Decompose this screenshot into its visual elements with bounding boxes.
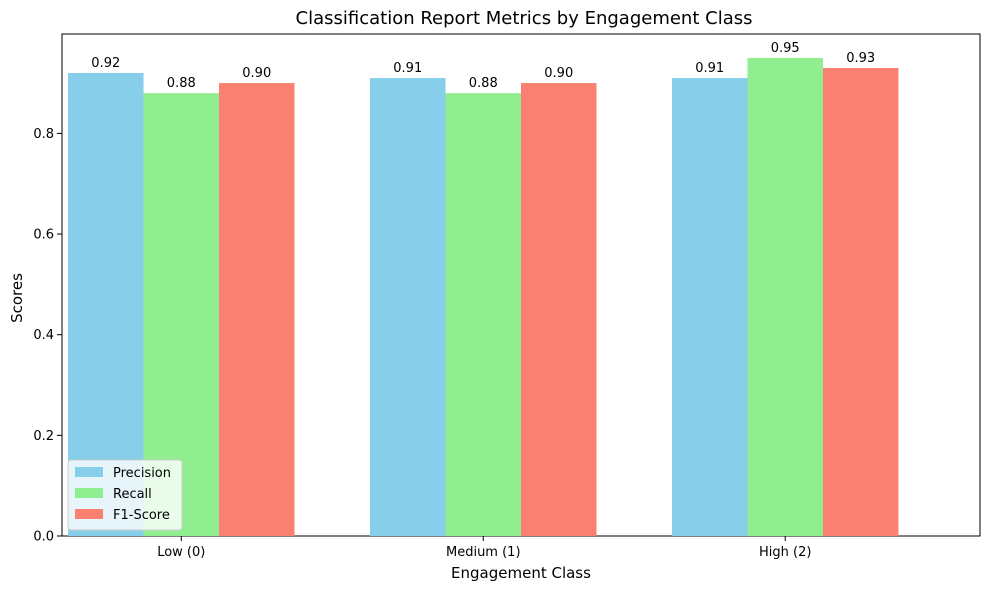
bar-f1-score-0 bbox=[219, 83, 295, 536]
bar-label-recall-2: 0.95 bbox=[771, 41, 800, 56]
bar-label-precision-1: 0.91 bbox=[393, 61, 422, 76]
bar-label-precision-2: 0.91 bbox=[695, 61, 724, 76]
bar-label-f1-score-0: 0.90 bbox=[242, 66, 271, 81]
legend-label-f1-score: F1-Score bbox=[113, 508, 170, 523]
x-tick-label: High (2) bbox=[759, 545, 811, 560]
legend-swatch-f1-score bbox=[75, 509, 103, 519]
y-tick-label: 0.4 bbox=[33, 328, 54, 343]
bar-recall-1 bbox=[445, 93, 521, 536]
x-tick-label: Low (0) bbox=[157, 545, 205, 560]
x-axis-title: Engagement Class bbox=[451, 564, 591, 582]
bars-group bbox=[68, 57, 899, 537]
x-tick-label: Medium (1) bbox=[446, 545, 521, 560]
legend-swatch-precision bbox=[75, 467, 103, 477]
bar-label-precision-0: 0.92 bbox=[91, 56, 120, 71]
legend: Precision Recall F1-Score bbox=[67, 459, 183, 531]
bar-precision-1 bbox=[370, 78, 446, 536]
y-tick-label: 0.0 bbox=[33, 530, 54, 545]
y-axis-title: Scores bbox=[8, 273, 26, 323]
bar-label-f1-score-1: 0.90 bbox=[544, 66, 573, 81]
legend-label-recall: Recall bbox=[113, 487, 152, 502]
bar-label-recall-0: 0.88 bbox=[167, 76, 196, 91]
bar-f1-score-1 bbox=[521, 83, 597, 536]
y-tick-label: 0.2 bbox=[33, 429, 54, 444]
chart-title: Classification Report Metrics by Engagem… bbox=[296, 8, 753, 29]
bar-label-recall-1: 0.88 bbox=[469, 76, 498, 91]
bar-labels-group: 0.92 0.91 0.91 0.88 0.88 0.95 0.90 0.90 0.93 bbox=[91, 41, 875, 91]
legend-label-precision: Precision bbox=[113, 466, 171, 481]
y-axis: 0.0 0.2 0.4 0.6 0.8 bbox=[33, 127, 62, 545]
bar-precision-0 bbox=[68, 73, 144, 536]
bar-f1-score-2 bbox=[822, 67, 899, 537]
bar-label-f1-score-2: 0.93 bbox=[846, 51, 875, 66]
x-axis: Low (0) Medium (1) High (2) bbox=[157, 536, 811, 560]
y-tick-label: 0.8 bbox=[33, 127, 54, 142]
bar-precision-2 bbox=[671, 78, 748, 536]
bar-recall-2 bbox=[747, 57, 823, 537]
y-tick-label: 0.6 bbox=[33, 228, 54, 243]
legend-swatch-recall bbox=[75, 488, 103, 498]
